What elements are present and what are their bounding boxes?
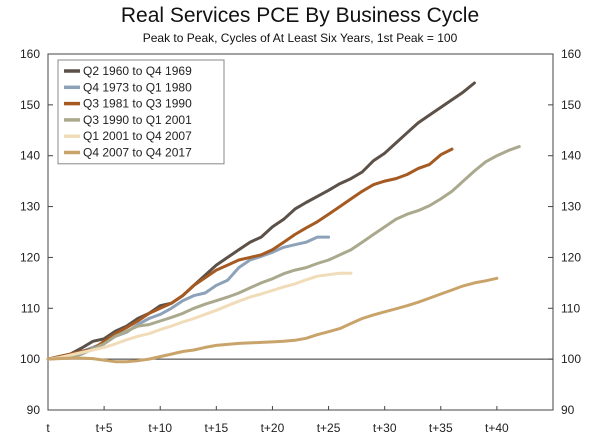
y-tick-label-right: 110 (561, 301, 580, 315)
y-tick-label-left: 110 (21, 301, 40, 315)
series-line-4 (46, 145, 521, 361)
legend-label: Q4 1973 to Q1 1980 (83, 80, 192, 94)
x-tick-label: t+25 (317, 421, 341, 435)
series-line-5 (46, 271, 353, 361)
legend-label: Q3 1981 to Q3 1990 (83, 97, 192, 111)
x-tick-label: t (46, 421, 50, 435)
x-tick-label: t+15 (204, 421, 228, 435)
y-tick-label-left: 120 (20, 250, 40, 264)
y-tick-label-right: 140 (561, 149, 581, 163)
plot-area (47, 53, 554, 411)
x-tick-label: t+35 (429, 421, 453, 435)
series-line-3 (46, 147, 454, 361)
y-tick-label-right: 130 (561, 200, 581, 214)
y-tick-label-left: 140 (20, 149, 40, 163)
y-tick-label-right: 160 (561, 47, 581, 61)
y-tick-label-right: 150 (561, 98, 581, 112)
series-line-1 (46, 81, 476, 361)
y-tick-label-right: 120 (561, 250, 581, 264)
legend-label: Q4 2007 to Q4 2017 (83, 146, 192, 160)
y-tick-label-left: 160 (20, 47, 40, 61)
legend-box (57, 59, 225, 165)
series-line-6 (46, 276, 499, 364)
y-tick-label-right: 90 (561, 403, 575, 417)
legend-label: Q2 1960 to Q4 1969 (83, 64, 192, 78)
legend-label: Q1 2001 to Q4 2007 (83, 129, 192, 143)
y-tick-label-left: 130 (20, 200, 40, 214)
chart-subtitle: Peak to Peak, Cycles of At Least Six Yea… (142, 31, 458, 45)
legend-label: Q3 1990 to Q1 2001 (83, 113, 192, 127)
y-tick-label-left: 90 (27, 403, 41, 417)
x-tick-label: t+20 (261, 421, 285, 435)
x-tick-label: t+30 (373, 421, 397, 435)
chart-title: Real Services PCE By Business Cycle (120, 4, 480, 27)
y-tick-label-left: 100 (20, 352, 40, 366)
x-tick-label: t+40 (485, 421, 509, 435)
x-tick-label: t+5 (96, 421, 113, 435)
x-tick-label: t+10 (148, 421, 172, 435)
y-tick-label-right: 100 (561, 352, 581, 366)
y-tick-label-left: 150 (20, 98, 40, 112)
